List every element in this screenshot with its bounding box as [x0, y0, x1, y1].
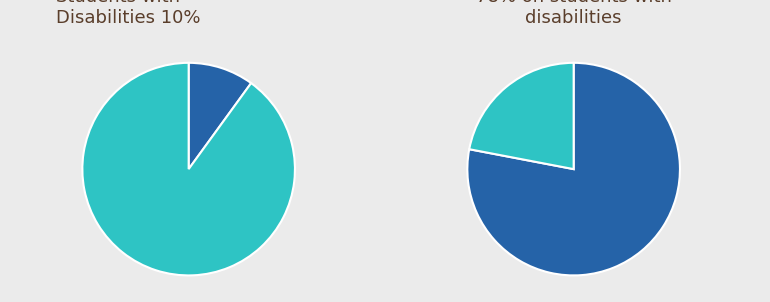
- Wedge shape: [189, 63, 251, 169]
- Text: Students with
Disabilities 10%: Students with Disabilities 10%: [55, 0, 200, 27]
- Title: 78% on students with
disabilities: 78% on students with disabilities: [476, 0, 671, 27]
- Wedge shape: [469, 63, 574, 169]
- Wedge shape: [82, 63, 295, 275]
- Wedge shape: [467, 63, 680, 275]
